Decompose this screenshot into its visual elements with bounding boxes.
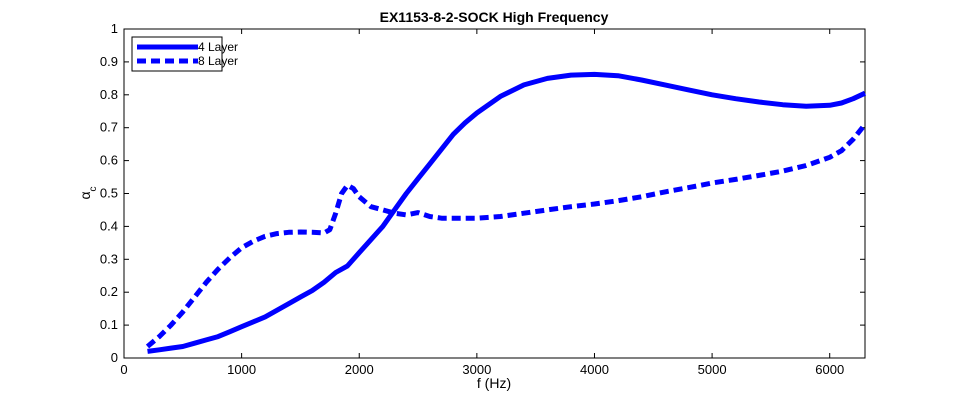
x-tick-label: 0	[120, 362, 127, 377]
legend: 4 Layer 8 Layer	[131, 36, 238, 72]
y-axis-label-subscript: c	[88, 186, 99, 191]
svg-text:αc: αc	[77, 186, 99, 199]
y-tick-label: 0.4	[100, 218, 118, 233]
y-tick-label: 0.3	[100, 251, 118, 266]
legend-box	[131, 36, 223, 72]
y-tick-label: 0	[111, 350, 118, 365]
x-tick-label: 5000	[698, 362, 727, 377]
x-tick-label: 6000	[815, 362, 844, 377]
series-layer	[145, 71, 867, 354]
x-axis-label: f (Hz)	[477, 375, 511, 391]
y-axis-label: αc	[77, 186, 99, 199]
legend-label-4-layer: 4 Layer	[198, 40, 238, 54]
y-tick-label: 0.7	[100, 120, 118, 135]
y-tick-label: 0.5	[100, 186, 118, 201]
x-tick-label: 3000	[462, 362, 491, 377]
x-axis-ticks: 0 1000 2000 3000 4000 5000 6000	[120, 29, 844, 377]
y-axis-ticks: 0 0.1 0.2 0.3 0.4 0.5 0.6 0.7 0.8 0.9 1	[100, 21, 865, 365]
y-tick-label: 0.6	[100, 153, 118, 168]
y-tick-label: 1	[111, 21, 118, 36]
y-tick-label: 0.8	[100, 87, 118, 102]
series-line-4-layer	[147, 71, 867, 354]
legend-label-8-layer: 8 Layer	[198, 54, 238, 68]
y-tick-label: 0.9	[100, 54, 118, 69]
y-tick-label: 0.1	[100, 317, 118, 332]
chart-title: EX1153-8-2-SOCK High Frequency	[380, 9, 609, 25]
x-tick-label: 4000	[580, 362, 609, 377]
x-tick-label: 1000	[227, 362, 256, 377]
plot-area	[123, 28, 866, 359]
y-tick-label: 0.2	[100, 284, 118, 299]
y-axis-label-main: α	[77, 191, 93, 199]
x-tick-label: 2000	[345, 362, 374, 377]
